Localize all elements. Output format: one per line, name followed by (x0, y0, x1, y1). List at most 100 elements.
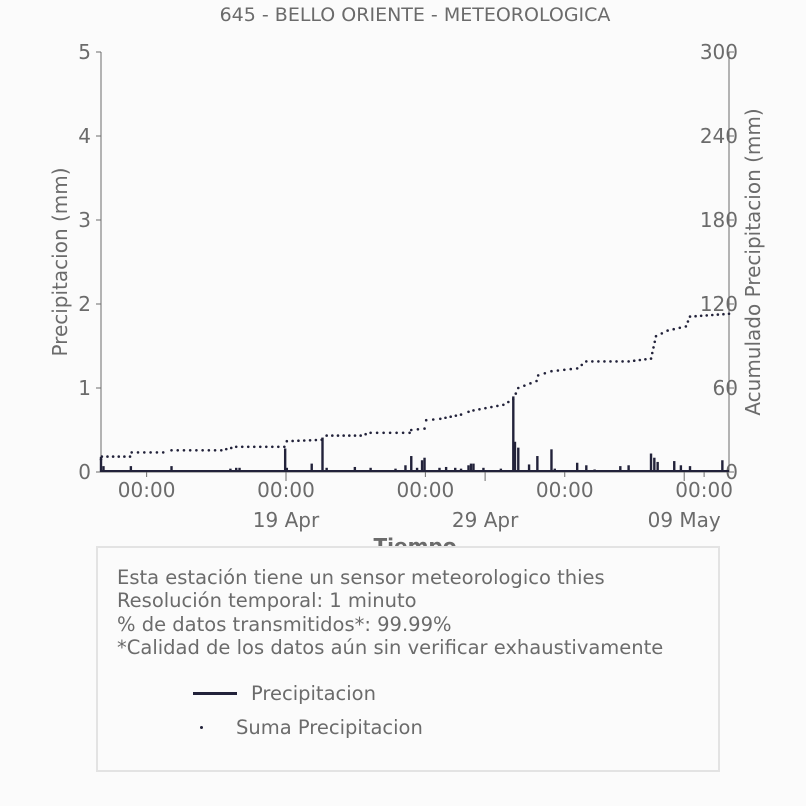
cumulative-dot (258, 445, 262, 449)
info-text: Esta estación tiene un sensor meteorolog… (117, 566, 663, 660)
cumulative-dot (100, 455, 104, 458)
y-right-tick-label: 300 (700, 40, 738, 64)
cumulative-dot (563, 368, 566, 372)
precip-bar (499, 468, 503, 472)
cumulative-dot (342, 434, 345, 437)
cumulative-dot (128, 455, 132, 458)
precip-bar (283, 448, 287, 472)
cumulative-dot (364, 432, 367, 436)
cumulative-dot (615, 360, 618, 363)
legend-dot-swatch (200, 726, 203, 729)
cumulative-dot (353, 434, 357, 437)
cumulative-dot (182, 449, 186, 452)
precip-bar (688, 466, 692, 472)
y-axis-right-label: Acumulado Precipitacion (mm) (741, 108, 765, 415)
cumulative-dot (331, 434, 334, 437)
cumulative-dot (106, 455, 109, 458)
info-box: Esta estación tiene un sensor meteorolog… (96, 546, 720, 772)
legend-line-swatch (193, 692, 237, 695)
cumulative-dot (348, 434, 351, 437)
cumulative-dot (478, 407, 481, 411)
y-tick-label: 2 (78, 292, 91, 316)
cumulative-dot (580, 363, 584, 367)
cumulative-dot (143, 451, 146, 454)
cumulative-dot (136, 451, 140, 454)
y-right-tick-label: 180 (700, 208, 738, 232)
precip-bar (536, 456, 539, 472)
x-tick-label: 00:00 (397, 478, 455, 502)
cumulative-dot (535, 379, 538, 383)
y-tick-label: 1 (78, 376, 91, 400)
legend-item-suma-precipitacion: Suma Precipitacion (198, 716, 423, 739)
cumulative-dot (684, 325, 688, 328)
cumulative-dot (650, 351, 654, 355)
cumulative-dot (416, 428, 420, 431)
precip-bar (420, 460, 424, 472)
precip-bar (410, 456, 413, 472)
cumulative-dot (672, 327, 675, 331)
cumulative-dot (375, 431, 379, 435)
cumulative-dot (395, 431, 398, 435)
cumulative-dot (219, 449, 223, 452)
precip-bar (627, 465, 630, 472)
cumulative-dot (369, 431, 372, 435)
info-line: Resolución temporal: 1 minuto (117, 589, 417, 613)
cumulative-dot (111, 455, 115, 458)
cumulative-dot (117, 455, 121, 458)
y-tick-label: 3 (78, 208, 91, 232)
x-tick-label: 00:00 (118, 478, 176, 502)
precip-bar (459, 468, 463, 472)
x-tick-label: 00:00 (675, 478, 733, 502)
cumulative-dot (283, 445, 286, 449)
cumulative-dot (627, 360, 630, 363)
cumulative-dot (382, 431, 385, 435)
precip-bar (517, 447, 520, 472)
y-right-tick-label: 60 (713, 376, 738, 400)
cumulative-dot (467, 410, 470, 414)
cumulative-dot (325, 434, 328, 437)
cumulative-dot (264, 445, 268, 449)
cumulative-dot (229, 446, 233, 450)
cumulative-dot (277, 445, 280, 449)
cumulative-dot (444, 416, 447, 420)
precip-bar (553, 468, 556, 472)
cumulative-dot (652, 346, 655, 349)
precip-bar (550, 449, 553, 472)
precip-bar (593, 469, 596, 472)
precip-bar (454, 467, 457, 472)
cumulative-dot (727, 312, 731, 316)
cumulative-dot (609, 360, 612, 363)
precip-bar (229, 468, 232, 472)
cumulative-dot (439, 417, 442, 421)
cumulative-dot (496, 404, 499, 408)
precip-bar (513, 441, 517, 472)
cumulative-dot (285, 439, 289, 443)
cumulative-dot (516, 386, 520, 390)
cumulative-dot (308, 438, 312, 442)
precip-bar (99, 456, 103, 472)
cumulative-dot (314, 438, 318, 442)
cumulative-dot (401, 431, 405, 435)
cumulative-dot (336, 434, 340, 437)
precip-bars (99, 396, 729, 472)
cumulative-dot (660, 332, 664, 335)
cumulative-dot (302, 439, 306, 442)
cumulative-dot (359, 434, 362, 437)
axes: 0 1 2 3 4 5 0 60 120 180 240 300 00:00 00:00 00:00 00:0… (78, 40, 738, 532)
cumulative-dot (424, 418, 428, 422)
cumulative-dot (431, 418, 435, 421)
cumulative-dot (705, 314, 709, 317)
precip-bar (444, 466, 448, 472)
precip-bar (649, 453, 653, 472)
info-line: Esta estación tiene un sensor meteorolog… (117, 566, 605, 589)
cumulative-dot (161, 451, 165, 454)
precip-bar (170, 466, 173, 472)
cumulative-dot (388, 431, 392, 435)
x-tick-label: 00:00 (257, 478, 315, 502)
cumulative-dot (575, 367, 579, 370)
precip-bar (235, 467, 238, 472)
precip-bar (575, 462, 579, 472)
cumulative-dot (201, 449, 204, 452)
precip-bar (369, 467, 372, 472)
cumulative-dot (550, 369, 553, 373)
